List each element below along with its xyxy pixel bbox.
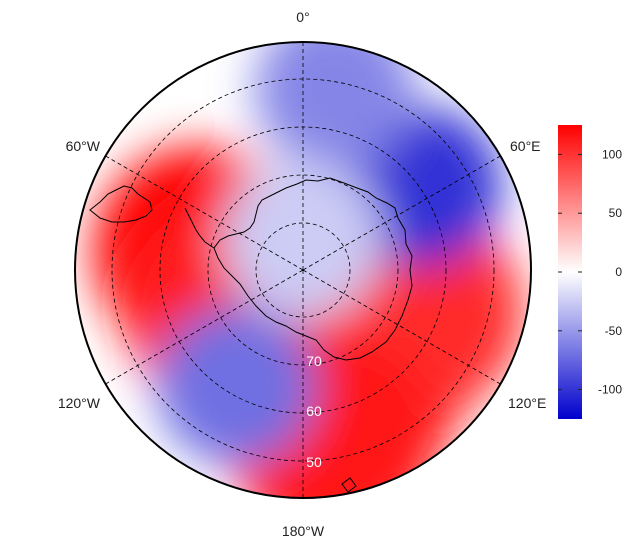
lon-label-0: 0° [296,9,309,25]
coastlines [89,177,413,493]
graticule [105,42,501,498]
meridian-line [302,155,501,271]
new-zealand-islands [341,477,357,493]
meridian-line [105,269,304,385]
negative-anomaly-blob [156,305,317,466]
longitude-labels: 0° 60°E 120°E 180°W 120°W 60°W [58,9,546,539]
lat-circle-80 [255,222,351,318]
negative-anomaly-blob [254,42,415,170]
lon-label-120e: 120°E [508,395,546,411]
antarctic-peninsula [184,207,215,249]
south-america-tip [89,185,153,223]
lon-label-60w: 60°W [66,138,101,154]
colorbar-tick-label: 100 [602,147,622,161]
lon-label-60e: 60°E [510,138,541,154]
latitude-labels: 70 60 50 [306,353,322,470]
lat-label-60: 60 [306,403,322,419]
lat-label-50: 50 [306,454,322,470]
colorbar-tick-label: -50 [605,324,623,338]
map-border [74,41,532,499]
meridian-line [105,155,304,271]
lon-label-120w: 120°W [58,395,101,411]
colorbar-tick-label: -100 [598,383,622,397]
antarctica-coastline [213,177,413,361]
anomaly-field [75,42,531,498]
colorbar-tick-label: 0 [615,265,622,279]
lat-label-70: 70 [306,353,322,369]
lon-label-180w: 180°W [282,523,325,539]
meridian-line [302,269,501,385]
colorbar: 100 50 0 -50 -100 [558,125,622,419]
colorbar-tick-label: 50 [609,206,623,220]
